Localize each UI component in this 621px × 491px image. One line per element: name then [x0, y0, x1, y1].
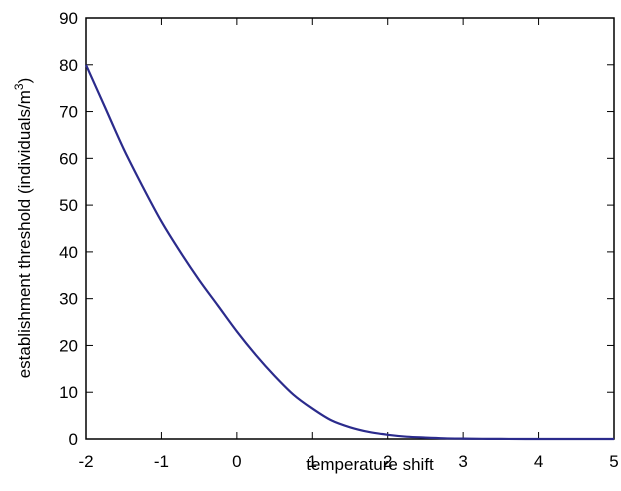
x-axis-label: temperature shift: [306, 455, 434, 474]
x-tick-label: -2: [78, 452, 93, 471]
y-tick-label: 90: [59, 9, 78, 28]
plot-area: [85, 17, 615, 440]
y-tick-label: 60: [59, 149, 78, 168]
y-tick-label: 50: [59, 196, 78, 215]
y-axis-label-main: establishment threshold (individuals/m: [15, 90, 34, 378]
x-tick-label: 0: [232, 452, 241, 471]
y-axis-label-superscript: 3: [12, 83, 26, 90]
x-tick-label: 3: [458, 452, 467, 471]
y-tick-label: 70: [59, 103, 78, 122]
y-axis-label-close: ): [15, 78, 34, 84]
y-tick-label: 40: [59, 243, 78, 262]
x-axis-ticks: -2 -1 0 1 2 3 4 5: [78, 18, 619, 471]
y-tick-label: 10: [59, 383, 78, 402]
x-tick-label: 1: [308, 452, 317, 471]
x-tick-label: 5: [609, 452, 618, 471]
y-tick-label: 0: [69, 430, 78, 449]
x-tick-label: 4: [534, 452, 543, 471]
x-tick-label: -1: [154, 452, 169, 471]
series-line: [84, 64, 614, 441]
y-axis-label: establishment threshold (individuals/m3): [12, 78, 34, 379]
y-tick-label: 30: [59, 290, 78, 309]
y-tick-label: 20: [59, 336, 78, 355]
y-axis-ticks: 0 10 20 30 40 50 60 70 80 90: [59, 9, 614, 449]
x-tick-label: 2: [383, 452, 392, 471]
y-tick-label: 80: [59, 56, 78, 75]
